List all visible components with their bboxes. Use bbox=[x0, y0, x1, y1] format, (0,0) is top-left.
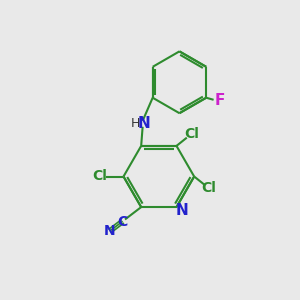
Text: Cl: Cl bbox=[202, 181, 216, 195]
Text: Cl: Cl bbox=[184, 127, 199, 141]
Text: N: N bbox=[138, 116, 151, 131]
Text: N: N bbox=[104, 224, 116, 238]
Text: Cl: Cl bbox=[92, 169, 107, 184]
Text: N: N bbox=[176, 202, 188, 217]
Text: H: H bbox=[130, 117, 140, 130]
Text: C: C bbox=[117, 215, 127, 229]
Text: F: F bbox=[214, 93, 225, 108]
